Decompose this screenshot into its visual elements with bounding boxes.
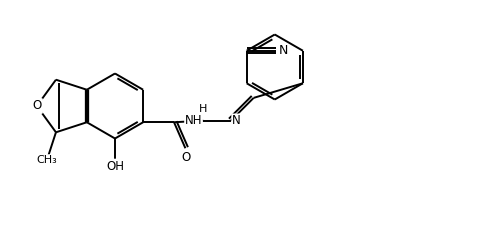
Text: NH: NH xyxy=(185,114,202,127)
Text: O: O xyxy=(32,100,42,113)
Text: OH: OH xyxy=(106,160,124,173)
Text: N: N xyxy=(232,114,240,127)
Text: H: H xyxy=(199,104,207,114)
Text: O: O xyxy=(182,151,191,164)
Text: N: N xyxy=(278,44,287,57)
Text: CH₃: CH₃ xyxy=(36,155,58,165)
